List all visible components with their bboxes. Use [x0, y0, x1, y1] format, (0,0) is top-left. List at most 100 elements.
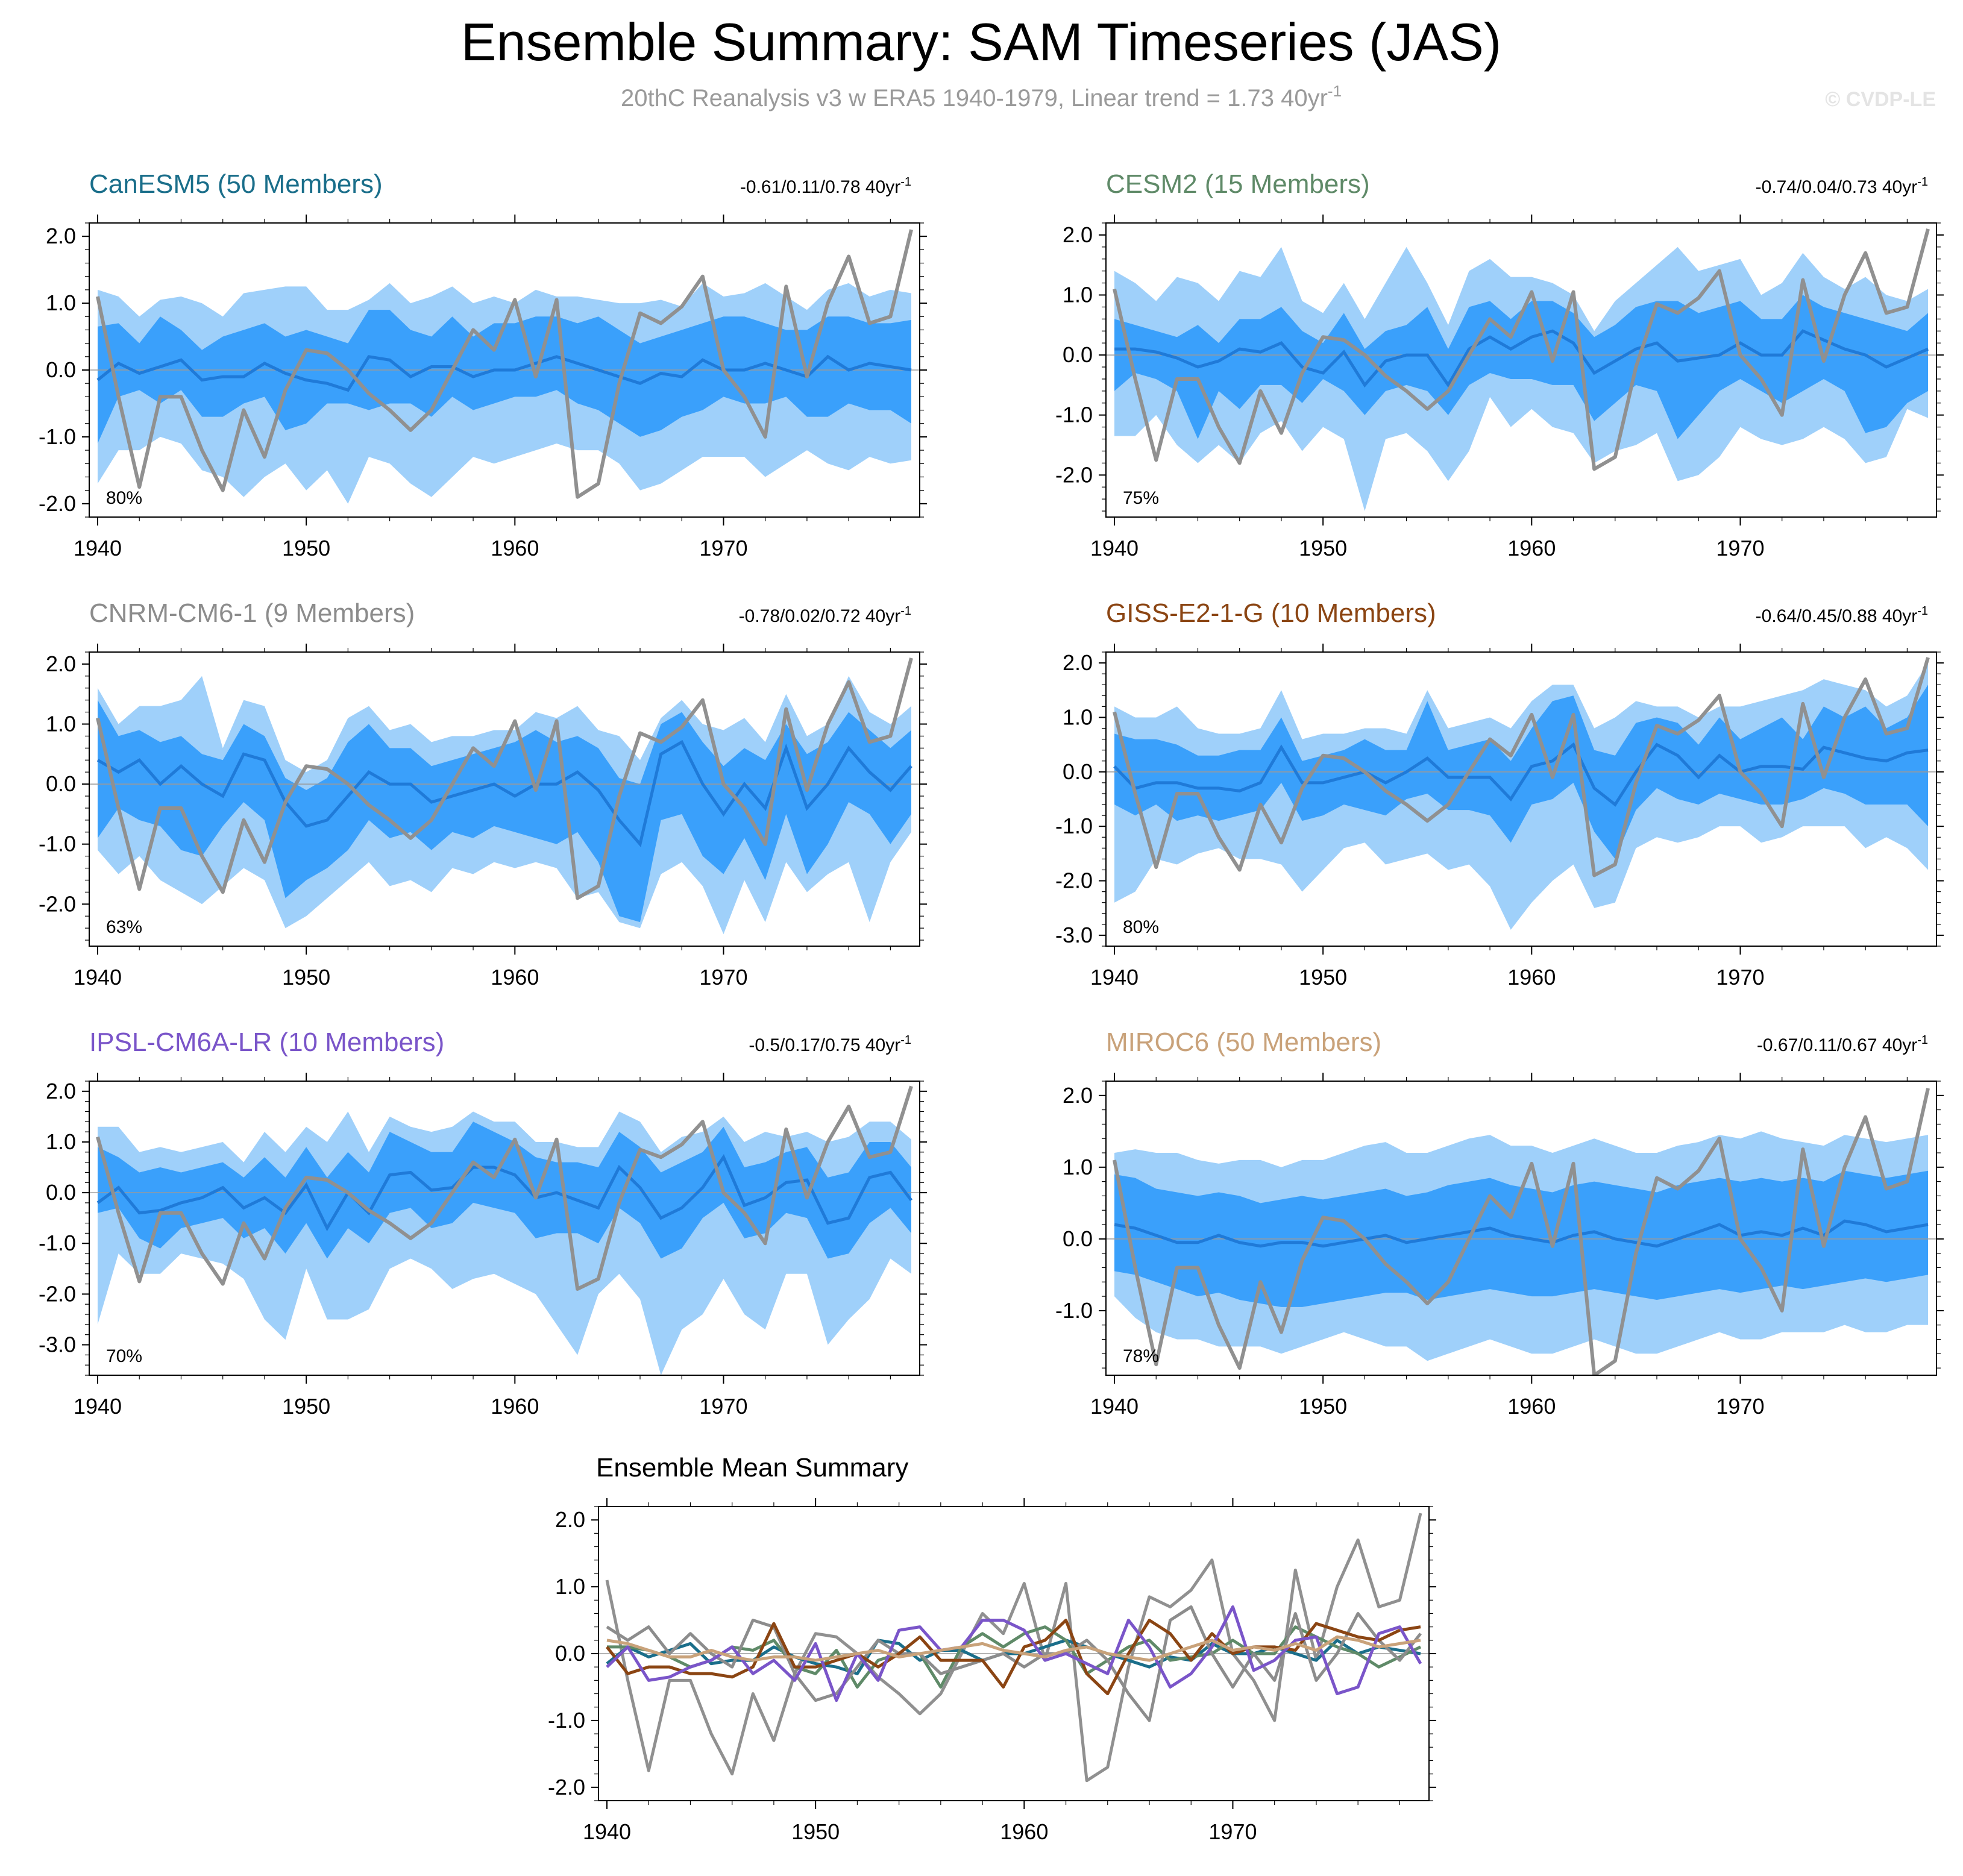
- panel-stats-sup: -1: [1917, 175, 1928, 189]
- x-tick-label: 1940: [1090, 1394, 1139, 1419]
- x-tick-label: 1940: [74, 965, 122, 990]
- plot-area: [89, 229, 920, 504]
- panel-stats-sup: -1: [900, 175, 911, 189]
- panel-stats: -0.78/0.02/0.72 40yr-1: [739, 604, 911, 626]
- y-tick-label: -3.0: [39, 1332, 76, 1357]
- x-tick-label: 1960: [1507, 536, 1556, 560]
- plot-area: [1106, 1088, 1936, 1375]
- y-tick-label: 1.0: [1063, 1155, 1093, 1179]
- observations-line: [96, 1085, 913, 1291]
- panel-3: 2.0 1.0 0.0 -1.0 -2.0 -3.0 1940 1950 1960 1970 GIS…: [1055, 598, 1944, 990]
- panel-percent-label: 78%: [1123, 1346, 1159, 1366]
- x-tick-label: 1970: [1716, 536, 1764, 560]
- x-tick-label: 1970: [699, 1394, 747, 1419]
- panel-stats-sup: -1: [1917, 1034, 1928, 1047]
- y-tick-label: 0.0: [46, 1180, 76, 1205]
- panel-title: IPSL-CM6A-LR (10 Members): [89, 1027, 444, 1057]
- y-tick-label: 1.0: [46, 290, 76, 315]
- panel-6: 2.0 1.0 0.0 -1.0 -2.0 1940 1950 1960 1970 Ensembl…: [548, 1453, 1436, 1844]
- x-tick-label: 1970: [1716, 1394, 1764, 1419]
- observations-line: [96, 229, 913, 499]
- panel-title: CESM2 (15 Members): [1106, 169, 1370, 199]
- panel-stats: -0.5/0.17/0.75 40yr-1: [749, 1034, 911, 1055]
- x-tick-label: 1940: [74, 1394, 122, 1419]
- x-tick-label: 1970: [1716, 965, 1764, 990]
- y-tick-label: 1.0: [46, 1129, 76, 1154]
- y-tick-label: -1.0: [39, 1231, 76, 1255]
- y-tick-label: 0.0: [1063, 1226, 1093, 1251]
- panel-stats: -0.64/0.45/0.88 40yr-1: [1756, 604, 1928, 626]
- panel-stats-sup: -1: [900, 604, 911, 618]
- panel-title: Ensemble Mean Summary: [596, 1453, 908, 1482]
- x-tick-label: 1970: [1208, 1819, 1257, 1844]
- panel-stats-text: -0.67/0.11/0.67 40yr: [1757, 1035, 1917, 1055]
- y-tick-label: -2.0: [39, 891, 76, 916]
- y-tick-label: -2.0: [39, 1281, 76, 1306]
- panel-stats-sup: -1: [1917, 604, 1928, 618]
- series-line-cesm2: [607, 1625, 1422, 1689]
- x-tick-label: 1940: [1090, 965, 1139, 990]
- x-tick-label: 1950: [791, 1819, 840, 1844]
- copyright-label: © CVDP-LE: [1825, 88, 1936, 111]
- panel-1: 2.0 1.0 0.0 -1.0 -2.0 1940 1950 1960 1970 CESM2 (…: [1055, 169, 1944, 560]
- y-tick-label: 1.0: [1063, 283, 1093, 307]
- observations-line: [96, 657, 913, 900]
- y-tick-label: 2.0: [46, 1079, 76, 1103]
- x-tick-label: 1960: [1507, 965, 1556, 990]
- x-tick-label: 1950: [282, 965, 330, 990]
- x-tick-label: 1970: [699, 536, 747, 560]
- panel-5: 2.0 1.0 0.0 -1.0 1940 1950 1960 1970 MIROC6 (50 …: [1055, 1027, 1944, 1419]
- plot-area: [89, 657, 920, 935]
- figure-title: Ensemble Summary: SAM Timeseries (JAS): [461, 12, 1501, 72]
- panel-2: 2.0 1.0 0.0 -1.0 -2.0 1940 1950 1960 1970 CNRM-CM…: [39, 598, 927, 990]
- x-tick-label: 1960: [1507, 1394, 1556, 1419]
- panel-stats-text: -0.64/0.45/0.88 40yr: [1756, 606, 1918, 626]
- series-line-ipsl-cm6a-lr: [606, 1605, 1422, 1702]
- x-tick-label: 1940: [583, 1819, 631, 1844]
- y-tick-label: -2.0: [39, 491, 76, 516]
- plot-frame: [1105, 651, 1937, 947]
- panel-percent-label: 63%: [106, 917, 142, 937]
- panel-stats-text: -0.5/0.17/0.75 40yr: [749, 1035, 900, 1055]
- panel-4: 2.0 1.0 0.0 -1.0 -2.0 -3.0 1940 1950 1960 1970 IPS…: [39, 1027, 927, 1419]
- series-line-miroc6: [606, 1635, 1421, 1662]
- y-tick-label: -1.0: [39, 424, 76, 449]
- plot-frame: [89, 651, 920, 947]
- panel-stats-text: -0.74/0.04/0.73 40yr: [1756, 177, 1918, 197]
- y-tick-label: 0.0: [46, 357, 76, 382]
- panel-percent-label: 80%: [106, 488, 142, 508]
- plot-frame: [1105, 222, 1937, 518]
- inner-spread-band: [1114, 295, 1928, 439]
- x-tick-label: 1940: [1090, 536, 1139, 560]
- plot-area: [598, 1513, 1429, 1783]
- y-tick-label: -3.0: [1055, 923, 1093, 947]
- y-tick-label: 1.0: [1063, 704, 1093, 729]
- panel-stats-text: -0.78/0.02/0.72 40yr: [739, 606, 901, 626]
- y-tick-label: -1.0: [548, 1708, 585, 1733]
- y-tick-label: 2.0: [1063, 650, 1093, 675]
- x-tick-label: 1960: [1000, 1819, 1048, 1844]
- y-tick-label: -1.0: [1055, 1298, 1093, 1323]
- plot-frame: [89, 1081, 920, 1376]
- panel-percent-label: 70%: [106, 1346, 142, 1366]
- x-tick-label: 1960: [491, 536, 539, 560]
- y-tick-label: -1.0: [1055, 403, 1093, 427]
- observations-line: [1113, 657, 1930, 877]
- observations-line: [1113, 228, 1930, 471]
- y-tick-label: 2.0: [46, 651, 76, 676]
- panel-stats: -0.74/0.04/0.73 40yr-1: [1756, 175, 1928, 197]
- panel-title: GISS-E2-1-G (10 Members): [1106, 598, 1436, 628]
- x-tick-label: 1960: [491, 1394, 539, 1419]
- observations-line: [1113, 1088, 1930, 1375]
- x-tick-label: 1950: [282, 536, 330, 560]
- y-tick-label: 2.0: [555, 1507, 585, 1532]
- y-tick-label: -2.0: [1055, 868, 1093, 893]
- x-tick-label: 1950: [1299, 1394, 1347, 1419]
- inner-spread-band: [98, 700, 911, 923]
- panel-title: CNRM-CM6-1 (9 Members): [89, 598, 415, 628]
- panel-percent-label: 75%: [1123, 488, 1159, 508]
- panel-stats: -0.61/0.11/0.78 40yr-1: [740, 175, 911, 197]
- inner-spread-band: [98, 310, 911, 444]
- y-tick-label: 1.0: [555, 1574, 585, 1599]
- panel-0: 2.0 1.0 0.0 -1.0 -2.0 1940 1950 1960 1970 CanESM5…: [39, 169, 927, 560]
